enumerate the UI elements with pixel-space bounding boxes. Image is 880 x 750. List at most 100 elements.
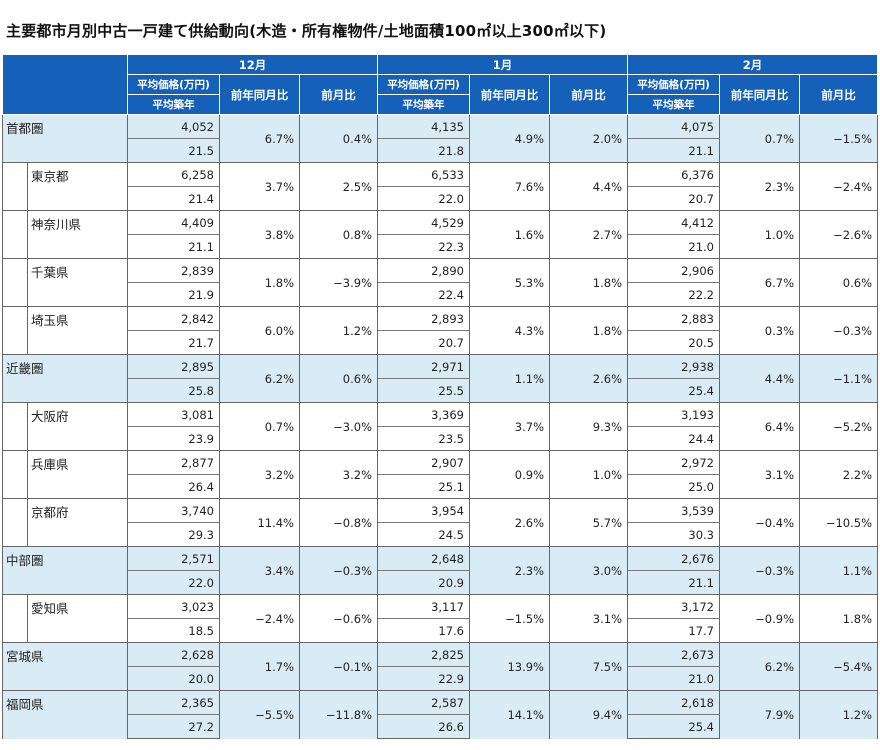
avg-price-cell: 3,539 [627,498,720,523]
avg-price-cell: 2,972 [627,450,720,475]
mom-cell: −0.1% [299,642,378,691]
avg-price-cell: 2,893 [377,306,470,331]
table-row: 宮城県 2,628 1.7% −0.1% 2,825 13.9% 7.5% 2,673 6.2%… [2,642,878,691]
yoy-cell: −0.3% [719,546,800,595]
mom-cell: 2.0% [549,114,628,163]
header-mom: 前月比 [549,74,628,115]
table-row-age: 18.5 17.6 17.7 [3,618,878,643]
yoy-cell: 3.8% [219,210,300,259]
mom-cell: −5.2% [799,402,878,451]
yoy-cell: 3.1% [719,450,800,499]
avg-age-cell: 20.7 [627,186,720,211]
avg-price-cell: 4,052 [127,114,220,139]
avg-age-cell: 21.0 [627,234,720,259]
mom-cell: 1.2% [299,306,378,355]
avg-age-cell: 29.3 [127,522,220,547]
table-row-age: 21.5 21.8 21.1 [3,138,878,163]
avg-age-cell: 21.0 [627,666,720,691]
yoy-cell: 6.0% [219,306,300,355]
yoy-cell: 6.7% [219,114,300,163]
avg-price-cell: 3,740 [127,498,220,523]
yoy-cell: 13.9% [469,642,550,691]
avg-age-cell: 26.4 [127,474,220,499]
avg-age-cell: 22.0 [377,186,470,211]
yoy-cell: 7.9% [719,690,800,739]
mom-cell: 9.3% [549,402,628,451]
avg-price-cell: 2,676 [627,546,720,571]
header-yoy: 前年同月比 [719,74,800,115]
mom-cell: 1.1% [799,546,878,595]
avg-price-cell: 2,648 [377,546,470,571]
yoy-cell: 4.9% [469,114,550,163]
table-row: 愛知県 3,023 −2.4% −0.6% 3,117 −1.5% 3.1% 3,172 −0.… [2,594,878,643]
avg-age-cell: 25.8 [127,378,220,403]
table-row: 埼玉県 2,842 6.0% 1.2% 2,893 4.3% 1.8% 2,883 0.3% −0… [2,306,878,355]
avg-age-cell: 25.4 [627,378,720,403]
avg-age-cell: 21.1 [127,234,220,259]
avg-price-cell: 2,907 [377,450,470,475]
yoy-cell: 6.2% [719,642,800,691]
mom-cell: 0.6% [799,258,878,307]
avg-age-cell: 27.2 [127,714,220,739]
yoy-cell: 5.3% [469,258,550,307]
mom-cell: −11.8% [299,690,378,739]
avg-price-cell: 2,673 [627,642,720,667]
table-row-age: 22.0 20.9 21.1 [3,570,878,595]
prefecture-label: 愛知県 [27,594,128,643]
avg-price-cell: 3,954 [377,498,470,523]
table-row-age: 20.0 22.9 21.0 [3,666,878,691]
header-mom: 前月比 [799,74,878,115]
yoy-cell: 1.8% [219,258,300,307]
mom-cell: 2.2% [799,450,878,499]
header-month-feb: 2月 [627,54,878,75]
prefecture-label: 神奈川県 [27,210,128,259]
avg-age-cell: 22.3 [377,234,470,259]
avg-price-cell: 3,369 [377,402,470,427]
prefecture-label: 千葉県 [27,258,128,307]
avg-price-cell: 4,135 [377,114,470,139]
region-label: 中部圏 [2,546,128,595]
supply-table: 12月 1月 2月 平均価格(万円) 前年同月比 前月比 平均価格(万円) 前年… [2,54,878,739]
avg-price-cell: 4,075 [627,114,720,139]
table-row: 京都府 3,740 11.4% −0.8% 3,954 2.6% 5.7% 3,539 −0.4… [2,498,878,547]
mom-cell: 3.0% [549,546,628,595]
yoy-cell: −0.9% [719,594,800,643]
avg-price-cell: 3,117 [377,594,470,619]
mom-cell: −1.5% [799,114,878,163]
header-price: 平均価格(万円) [127,74,220,95]
yoy-cell: 14.1% [469,690,550,739]
avg-price-cell: 2,365 [127,690,220,715]
header-yoy: 前年同月比 [469,74,550,115]
avg-age-cell: 20.9 [377,570,470,595]
table-row: 神奈川県 4,409 3.8% 0.8% 4,529 1.6% 2.7% 4,412 1.0% −… [2,210,878,259]
mom-cell: 0.8% [299,210,378,259]
indent-spacer [2,498,28,547]
header-mom: 前月比 [299,74,378,115]
avg-age-cell: 24.4 [627,426,720,451]
avg-price-cell: 2,877 [127,450,220,475]
avg-age-cell: 23.9 [127,426,220,451]
avg-price-cell: 2,618 [627,690,720,715]
avg-age-cell: 21.8 [377,138,470,163]
avg-age-cell: 22.0 [127,570,220,595]
avg-price-cell: 2,890 [377,258,470,283]
mom-cell: −5.4% [799,642,878,691]
avg-age-cell: 26.6 [377,714,470,739]
table-row-age: 21.9 22.4 22.2 [3,282,878,307]
avg-price-cell: 2,938 [627,354,720,379]
yoy-cell: 6.4% [719,402,800,451]
mom-cell: −0.8% [299,498,378,547]
mom-cell: 1.8% [549,258,628,307]
yoy-cell: 0.9% [469,450,550,499]
yoy-cell: 6.2% [219,354,300,403]
avg-price-cell: 2,571 [127,546,220,571]
prefecture-label: 埼玉県 [27,306,128,355]
mom-cell: 3.1% [549,594,628,643]
avg-age-cell: 21.1 [627,570,720,595]
avg-age-cell: 21.9 [127,282,220,307]
yoy-cell: 1.7% [219,642,300,691]
avg-price-cell: 2,825 [377,642,470,667]
avg-price-cell: 2,895 [127,354,220,379]
avg-age-cell: 21.4 [127,186,220,211]
table-row-age: 29.3 24.5 30.3 [3,522,878,547]
